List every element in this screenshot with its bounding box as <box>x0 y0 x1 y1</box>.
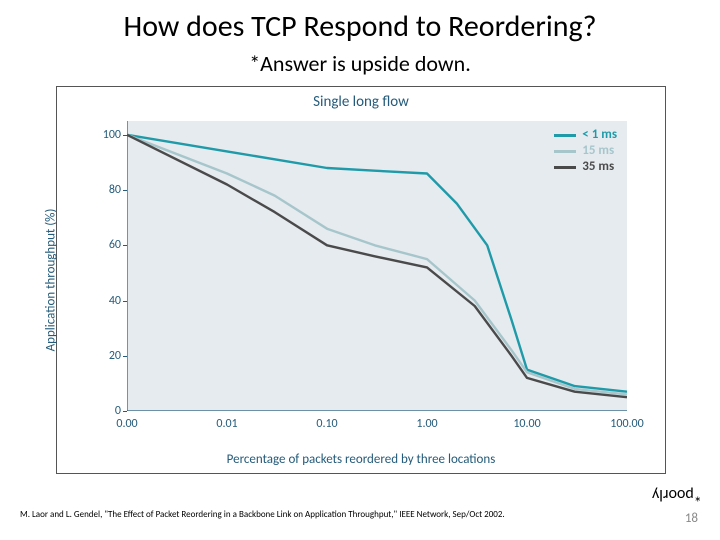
y-tick-mark <box>123 135 127 136</box>
slide: How does TCP Respond to Reordering? *Ans… <box>0 0 720 540</box>
y-tick-mark <box>123 356 127 357</box>
y-tick-mark <box>123 245 127 246</box>
x-tick-label: 100.00 <box>610 411 643 431</box>
citation-text: M. Laor and L. Gendel, "The Effect of Pa… <box>20 509 505 520</box>
series-line <box>127 135 627 395</box>
x-axis-label: Percentage of packets reordered by three… <box>57 452 665 467</box>
slide-subtitle: *Answer is upside down. <box>0 50 720 77</box>
page-number: 18 <box>685 511 698 526</box>
x-tick-label: 0.00 <box>116 411 137 431</box>
y-tick-mark <box>123 190 127 191</box>
x-tick-label: 1.00 <box>416 411 437 431</box>
x-tick-label: 10.00 <box>513 411 540 431</box>
x-tick-label: 0.10 <box>316 411 337 431</box>
y-axis-label: Application throughput (%) <box>44 209 59 352</box>
plot-area: < 1 ms15 ms35 ms 0204060801000.000.010.1… <box>127 121 627 411</box>
y-tick-mark <box>123 301 127 302</box>
series-line <box>127 135 627 397</box>
upside-down-answer: *poorly <box>652 485 702 504</box>
x-tick-label: 0.01 <box>216 411 237 431</box>
chart-lines <box>127 121 627 411</box>
chart-container: Single long flow Application throughput … <box>56 86 666 474</box>
slide-title: How does TCP Respond to Reordering? <box>0 8 720 45</box>
chart-title: Single long flow <box>57 93 665 111</box>
